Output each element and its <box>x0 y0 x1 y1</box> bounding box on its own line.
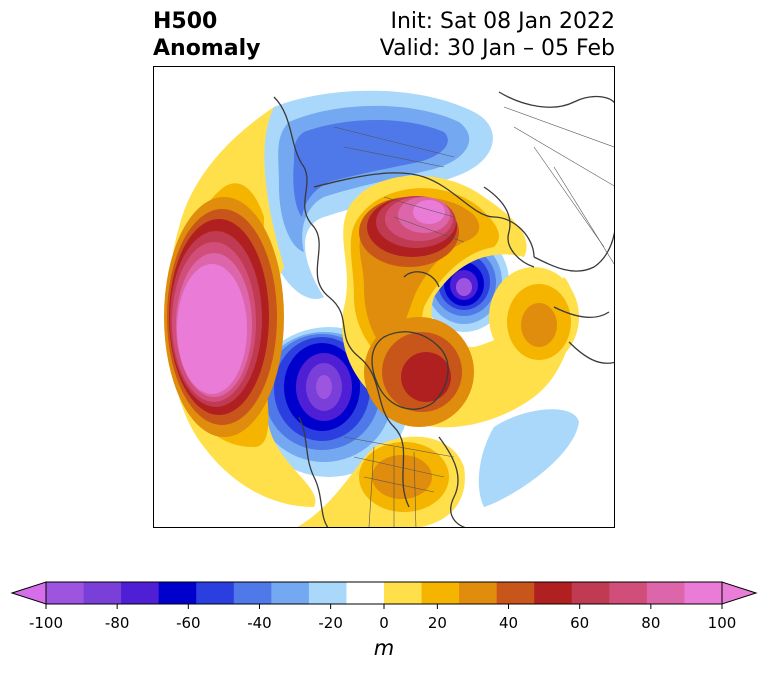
colorbar-segment <box>646 582 685 604</box>
colorbar-tick-label: -80 <box>104 614 130 632</box>
borders <box>333 106 614 527</box>
positive-anomaly-eastern-us <box>297 436 465 527</box>
valid-date: Valid: 30 Jan – 05 Feb <box>379 36 615 61</box>
colorbar-tick-label: 80 <box>641 614 661 632</box>
colorbar-tick-label: 100 <box>707 614 737 632</box>
colorbar-segment <box>121 582 160 604</box>
colorbar-segment <box>196 582 235 604</box>
colorbar-extend-high <box>721 581 758 605</box>
colorbar-segment <box>684 582 723 604</box>
colorbar-segment <box>158 582 197 604</box>
title-line-1: H500 <box>153 9 218 34</box>
colorbar-segment <box>421 582 460 604</box>
positive-anomaly-europe <box>489 267 579 367</box>
date-info: Init: Sat 08 Jan 2022 Valid: 30 Jan – 05… <box>380 8 615 62</box>
colorbar-segment <box>496 582 535 604</box>
colorbar-tick-label: 0 <box>379 614 389 632</box>
init-date: Init: Sat 08 Jan 2022 <box>390 9 615 34</box>
colorbar-segment <box>308 582 347 604</box>
colorbar-segment <box>346 582 385 604</box>
colorbar-tick-label: 20 <box>427 614 447 632</box>
colorbar-units: m <box>373 636 395 660</box>
colorbar-segment <box>233 582 272 604</box>
colorbar <box>10 581 758 609</box>
colorbar-extend-low <box>10 581 47 605</box>
anomaly-map <box>153 66 615 528</box>
colorbar-segment <box>459 582 498 604</box>
colorbar-segment <box>83 582 122 604</box>
colorbar-tick-label: -40 <box>247 614 272 632</box>
colorbar-tick-label: 60 <box>570 614 590 632</box>
plot-title: H500 Anomaly <box>153 8 260 62</box>
positive-anomaly-pacific <box>164 107 316 507</box>
colorbar-segment <box>271 582 310 604</box>
colorbar-segment <box>46 582 85 604</box>
coastlines <box>273 91 614 527</box>
title-line-2: Anomaly <box>153 36 261 61</box>
colorbar-segment <box>571 582 610 604</box>
anomaly-map-svg <box>164 90 614 527</box>
colorbar-segment <box>384 582 423 604</box>
colorbar-segment <box>609 582 648 604</box>
negative-anomaly-atlantic <box>478 409 579 507</box>
colorbar-tick-label: -100 <box>28 614 64 632</box>
colorbar-tick-label: -60 <box>176 614 201 632</box>
colorbar-segment <box>534 582 573 604</box>
colorbar-tick-label: -20 <box>318 614 343 632</box>
colorbar-tick-label: 40 <box>498 614 519 632</box>
colorbar-segments <box>46 582 723 604</box>
colorbar-ticks <box>45 604 723 609</box>
